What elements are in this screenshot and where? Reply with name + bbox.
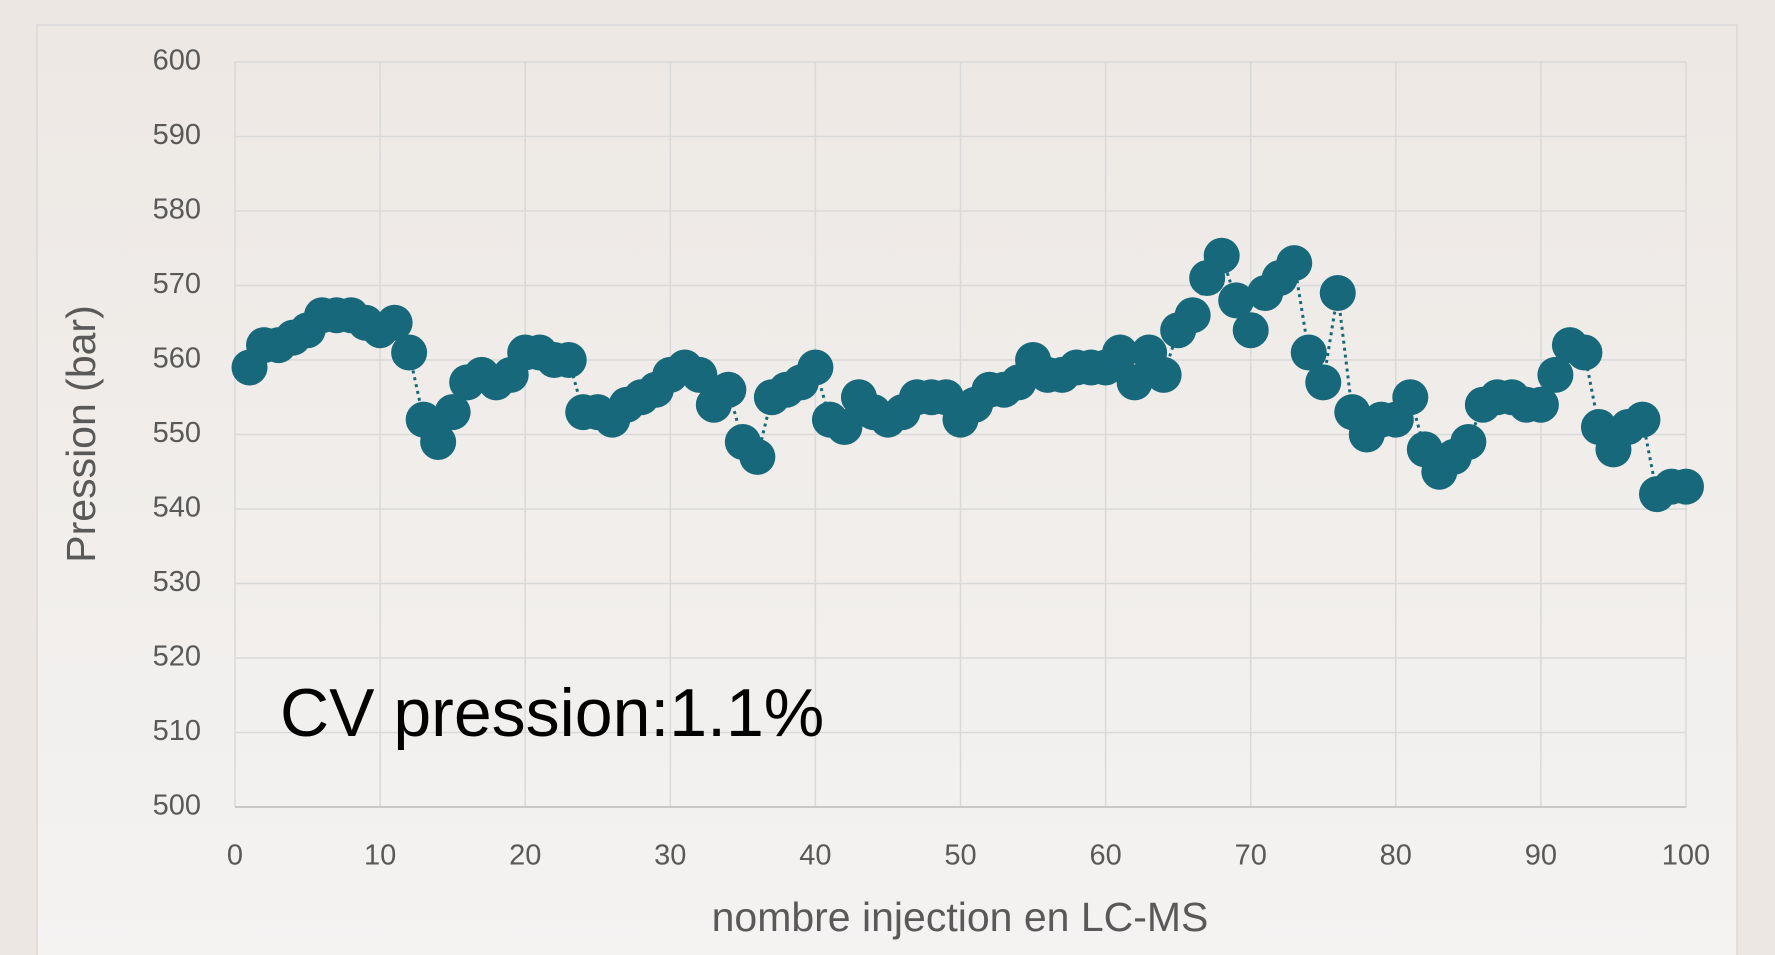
data-point: [550, 342, 587, 378]
data-point: [826, 409, 863, 446]
y-tick-label: 570: [153, 268, 201, 300]
x-tick-label: 10: [364, 840, 396, 872]
y-tick-label: 530: [153, 566, 201, 598]
y-tick-label: 550: [153, 417, 201, 449]
y-tick-label: 600: [153, 45, 201, 77]
data-point: [1290, 334, 1327, 371]
data-point: [1276, 245, 1313, 282]
x-tick-label: 30: [654, 840, 686, 872]
chart-frame: [36, 24, 1738, 955]
x-tick-label: 60: [1089, 840, 1121, 872]
data-point: [1116, 364, 1153, 401]
x-tick-label: 70: [1235, 840, 1267, 872]
data-point: [1624, 401, 1661, 438]
data-point: [1319, 274, 1356, 311]
data-point: [681, 356, 718, 393]
data-point: [797, 349, 834, 386]
data-point: [1232, 312, 1269, 349]
y-tick-label: 540: [153, 492, 201, 524]
data-point: [710, 371, 747, 408]
data-point: [1305, 364, 1342, 401]
data-point: [1537, 356, 1574, 393]
y-tick-label: 560: [153, 343, 201, 375]
x-tick-label: 80: [1380, 840, 1412, 872]
data-point: [1145, 356, 1182, 393]
x-axis-title: nombre injection en LC-MS: [712, 894, 1209, 940]
x-tick-label: 90: [1525, 840, 1557, 872]
x-tick-label: 40: [799, 840, 831, 872]
data-point: [1218, 282, 1255, 319]
x-tick-label: 100: [1662, 840, 1710, 872]
data-point: [434, 394, 471, 431]
data-point: [1566, 334, 1603, 371]
x-tick-label: 50: [944, 840, 976, 872]
y-tick-label: 590: [153, 119, 201, 151]
data-point: [1392, 379, 1429, 416]
y-tick-label: 580: [153, 194, 201, 226]
y-axis-title: Pression (bar): [58, 305, 104, 562]
y-tick-label: 510: [153, 715, 201, 747]
data-point: [1174, 297, 1211, 334]
data-point: [739, 438, 776, 475]
data-point: [1203, 237, 1240, 274]
data-point: [1450, 423, 1487, 460]
annotation: CV pression:1.1%: [280, 675, 824, 751]
y-tick-label: 500: [153, 790, 201, 822]
x-tick-label: 0: [227, 840, 243, 872]
data-point: [1522, 386, 1559, 423]
x-tick-label: 20: [509, 840, 541, 872]
data-point: [420, 423, 457, 460]
data-point: [376, 304, 413, 341]
data-point: [1102, 334, 1139, 371]
data-point: [1668, 468, 1704, 505]
y-tick-label: 520: [153, 641, 201, 673]
data-point: [391, 334, 428, 371]
